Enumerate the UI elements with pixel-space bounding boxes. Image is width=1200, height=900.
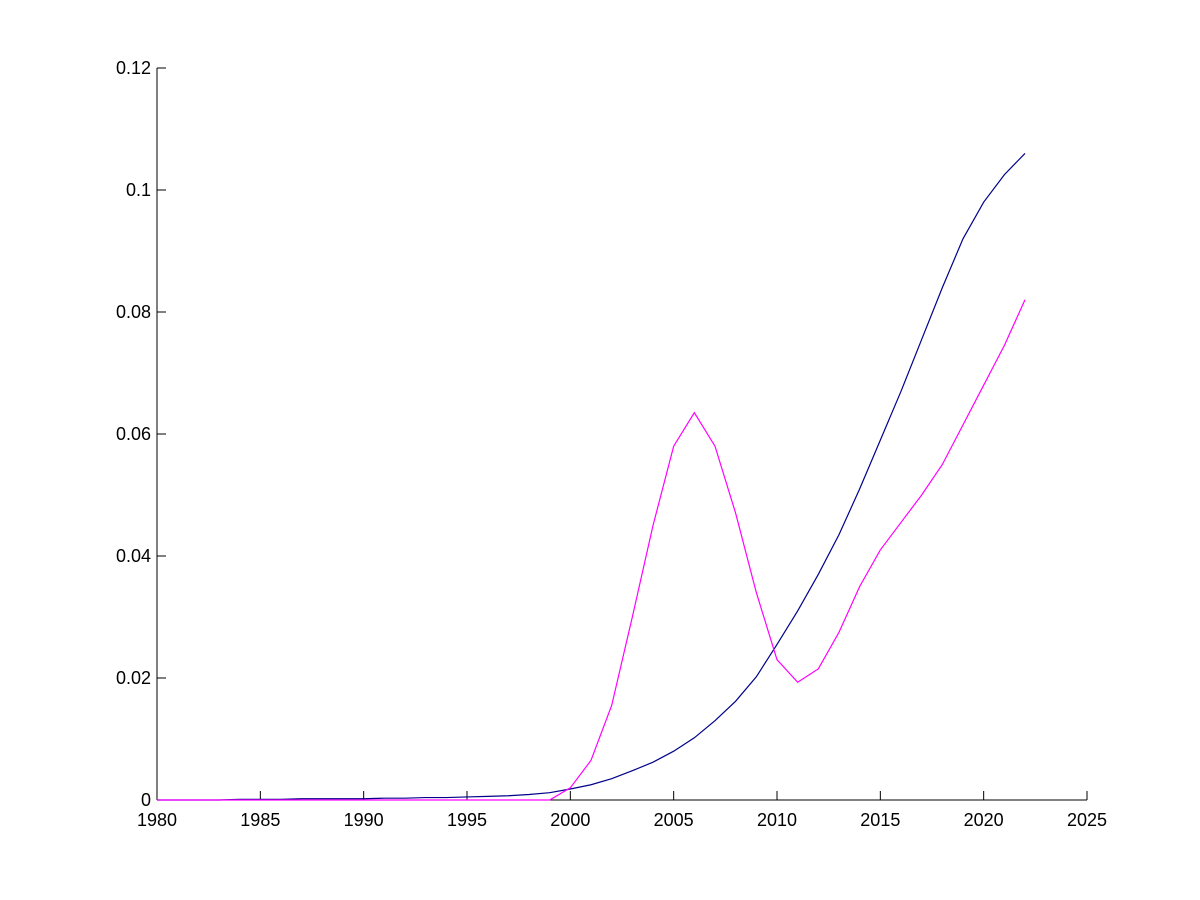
line xyxy=(157,152,1026,801)
y-tick-label: 0.04 xyxy=(116,546,151,566)
y-tick-label: 0.12 xyxy=(116,58,151,78)
x-tick-label: 1995 xyxy=(447,810,487,830)
x-tick-label: 2010 xyxy=(757,810,797,830)
x-tick-label: 1985 xyxy=(240,810,280,830)
x-tick-label: 2020 xyxy=(964,810,1004,830)
x-tick-label: 2015 xyxy=(860,810,900,830)
x-tick-label: 1980 xyxy=(137,810,177,830)
y-tick-label: 0.02 xyxy=(116,668,151,688)
y-tick-label: 0.1 xyxy=(126,180,151,200)
x-tick-label: 2025 xyxy=(1067,810,1107,830)
y-tick-label: 0.08 xyxy=(116,302,151,322)
x-tick-label: 2005 xyxy=(654,810,694,830)
y-tick-label: 0.06 xyxy=(116,424,151,444)
x-tick-label: 1990 xyxy=(344,810,384,830)
x-tick-label: 2000 xyxy=(550,810,590,830)
y-tick-label: 0 xyxy=(141,790,151,810)
line xyxy=(157,299,1026,801)
